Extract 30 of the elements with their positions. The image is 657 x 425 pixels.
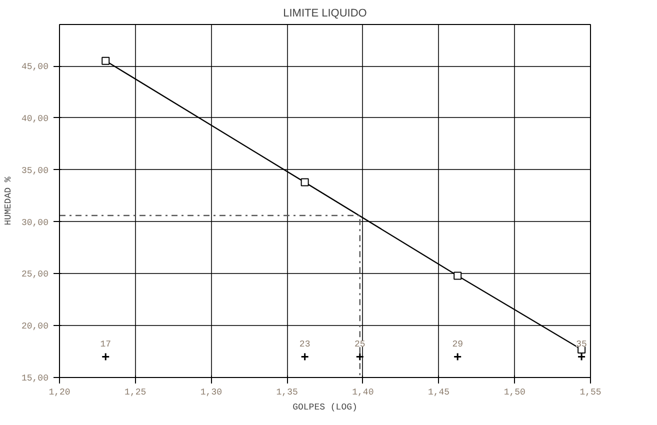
y-tick-label: 30,00 — [21, 218, 49, 228]
y-tick-label: 20,00 — [21, 322, 49, 332]
annotation: 35 — [576, 340, 587, 350]
chart-title: LIMITE LIQUIDO — [283, 8, 368, 20]
y-tick-label: 40,00 — [21, 114, 49, 124]
point — [300, 352, 310, 361]
y-tick-label: 45,00 — [21, 62, 49, 72]
point — [102, 56, 110, 65]
x-tick-label: 1,25 — [124, 388, 146, 398]
x-tick-label: 1,50 — [504, 388, 526, 398]
point — [356, 352, 364, 361]
annotation: 17 — [100, 340, 112, 350]
point — [454, 272, 462, 280]
x-axis-title: GOLPES (LOG) — [292, 402, 358, 412]
x-tick-label: 1,30 — [200, 388, 222, 398]
y-tick-label: 35,00 — [21, 166, 49, 176]
y-axis-title: HUMEDAD % — [3, 176, 14, 226]
annotation: 23 — [299, 340, 310, 350]
y-tick-label: 15,00 — [21, 374, 49, 384]
annotation: 29 — [452, 340, 464, 350]
x-tick-label: 1,35 — [276, 388, 298, 398]
x-tick-label: 1,20 — [48, 388, 70, 398]
point — [300, 178, 309, 186]
point — [101, 352, 110, 361]
x-tick-label: 1,45 — [428, 388, 450, 398]
y-tick-label: 25,00 — [21, 270, 49, 280]
annotation: 25 — [354, 340, 366, 350]
point — [453, 352, 462, 361]
x-tick-label: 1,55 — [580, 388, 602, 398]
x-tick-label: 1,40 — [352, 388, 374, 398]
